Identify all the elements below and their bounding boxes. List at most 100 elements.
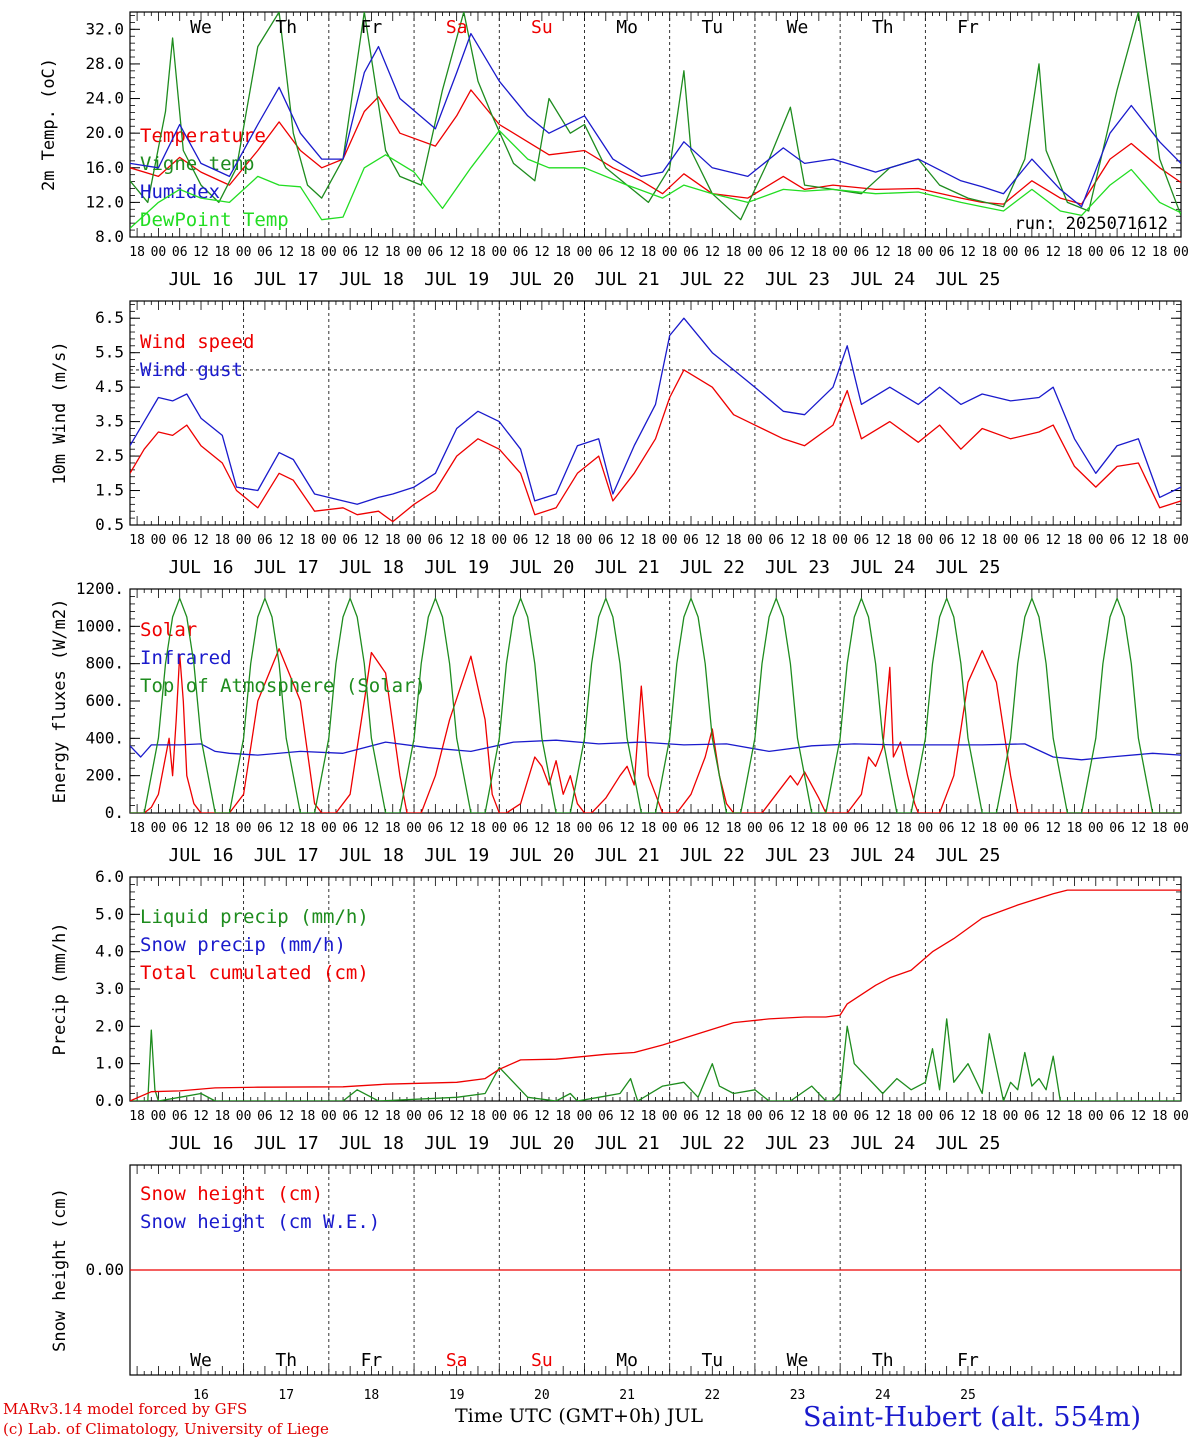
hour-tick-label: 18 <box>1152 821 1168 836</box>
hour-tick-label: 18 <box>641 245 657 260</box>
hour-tick-label: 06 <box>428 821 444 836</box>
hour-tick-label: 18 <box>896 533 912 548</box>
hour-tick-label: 06 <box>257 533 273 548</box>
hour-tick-label: 18 <box>1067 1109 1083 1124</box>
hour-tick-label: 12 <box>875 245 891 260</box>
hour-tick-label: 06 <box>768 533 784 548</box>
hour-tick-label: 06 <box>342 533 358 548</box>
hour-tick-label: 06 <box>683 821 699 836</box>
date-label: JUL 16 <box>168 845 233 866</box>
y-axis-label: Precip (mm/h) <box>50 922 70 1055</box>
date-label: JUL 16 <box>168 557 233 578</box>
hour-tick-label: 00 <box>747 821 763 836</box>
y-axis-label: Snow height (cm) <box>50 1188 70 1352</box>
hour-tick-label: 18 <box>896 821 912 836</box>
hour-tick-label: 18 <box>811 821 827 836</box>
hour-tick-label: 12 <box>619 821 635 836</box>
hour-tick-label: 06 <box>598 245 614 260</box>
run-annotation: run: 2025071612 <box>1014 214 1168 234</box>
hour-tick-label: 12 <box>619 1109 635 1124</box>
hour-tick-label: 18 <box>470 821 486 836</box>
hour-tick-label: 12 <box>704 1109 720 1124</box>
legend-entry: Snow height (cm) <box>140 1183 323 1205</box>
hour-tick-label: 00 <box>491 821 507 836</box>
y-tick-label: 3.5 <box>95 412 124 431</box>
y-tick-label: 1.5 <box>95 481 124 500</box>
hour-tick-label: 00 <box>1088 245 1104 260</box>
hour-tick-label: 00 <box>918 245 934 260</box>
hour-tick-label: 18 <box>385 533 401 548</box>
hour-tick-label: 18 <box>470 1109 486 1124</box>
hour-tick-label: 00 <box>1003 245 1019 260</box>
y-tick-label: 20.0 <box>85 123 124 142</box>
panel-2: 0.5 1.5 2.5 3.5 4.5 5.5 6.5 10m Wind (m/s) Wind … <box>50 300 1189 578</box>
weekday-label: Tu <box>701 17 723 38</box>
date-label: JUL 17 <box>254 1133 319 1154</box>
hour-tick-label: 06 <box>513 1109 529 1124</box>
day-number-label: 17 <box>278 1388 294 1400</box>
hour-tick-label: 12 <box>875 533 891 548</box>
legend-entry: Liquid precip (mm/h) <box>140 906 369 928</box>
hour-tick-label: 12 <box>1045 245 1061 260</box>
hour-tick-label: 18 <box>300 533 316 548</box>
weekday-label: Sa <box>446 1350 468 1371</box>
hour-tick-label: 12 <box>193 821 209 836</box>
hour-tick-label: 06 <box>513 245 529 260</box>
date-label: JUL 18 <box>339 269 404 290</box>
date-label: JUL 19 <box>424 269 489 290</box>
panel-frame <box>129 300 1182 526</box>
legend-entry: Top of Atmosphere (Solar) <box>140 675 426 697</box>
hour-tick-label: 00 <box>491 533 507 548</box>
hour-tick-label: 12 <box>364 245 380 260</box>
hour-tick-label: 18 <box>214 533 230 548</box>
hour-labels: 18 00 06 12 18 00 06 12 18 00 06 12 18 00 06 12 18 00 06 12… <box>129 821 1189 836</box>
hour-tick-label: 18 <box>1152 1109 1168 1124</box>
date-label: JUL 24 <box>850 269 915 290</box>
series-total-cumulated-cm- <box>130 889 1181 1101</box>
weekday-label: Fr <box>957 17 979 38</box>
hour-tick-label: 06 <box>1109 245 1125 260</box>
hour-tick-label: 00 <box>321 533 337 548</box>
y-axis-label: Energy fluxes (W/m2) <box>50 599 70 804</box>
hour-tick-label: 06 <box>683 245 699 260</box>
legend-entry: Solar <box>140 619 197 641</box>
date-label: JUL 20 <box>509 557 574 578</box>
hour-tick-label: 06 <box>598 1109 614 1124</box>
day-number-label: 22 <box>704 1388 720 1400</box>
hour-tick-label: 18 <box>1067 533 1083 548</box>
hour-tick-label: 00 <box>151 821 167 836</box>
hour-tick-label: 06 <box>1109 821 1125 836</box>
y-tick-label: 1000. <box>76 616 124 635</box>
y-tick-label: 12.0 <box>85 192 124 211</box>
hour-tick-label: 12 <box>790 821 806 836</box>
hour-tick-label: 00 <box>832 533 848 548</box>
panel-4: 0.0 1.0 2.0 3.0 4.0 5.0 6.0 Precip (mm/h) Liquid… <box>50 867 1189 1154</box>
y-tick-label: 200. <box>85 766 124 785</box>
series-vigne-temp <box>130 12 1181 221</box>
hour-tick-label: 06 <box>683 533 699 548</box>
hour-tick-label: 00 <box>236 533 252 548</box>
date-label: JUL 24 <box>850 1133 915 1154</box>
y-tick-label: 400. <box>85 728 124 747</box>
hour-ticks <box>129 12 1182 237</box>
hour-tick-label: 00 <box>406 533 422 548</box>
hour-tick-label: 06 <box>172 533 188 548</box>
hour-tick-label: 12 <box>278 1109 294 1124</box>
hour-ticks <box>129 877 1182 1101</box>
hour-tick-label: 00 <box>321 245 337 260</box>
hour-tick-label: 12 <box>1045 821 1061 836</box>
meteogram: 8.0 12.0 16.0 20.0 24.0 28.0 32.0 2m Temp. (oC)… <box>39 11 1189 1400</box>
hour-tick-label: 06 <box>1024 1109 1040 1124</box>
hour-tick-label: 18 <box>470 245 486 260</box>
day-number-label: 24 <box>875 1388 891 1400</box>
date-label: JUL 19 <box>424 1133 489 1154</box>
hour-tick-label: 12 <box>875 821 891 836</box>
hour-tick-label: 06 <box>1024 533 1040 548</box>
date-label: JUL 16 <box>168 269 233 290</box>
hour-tick-label: 12 <box>704 533 720 548</box>
y-tick-label: 1.0 <box>95 1054 124 1073</box>
hour-tick-label: 12 <box>278 821 294 836</box>
hour-tick-label: 12 <box>193 1109 209 1124</box>
hour-tick-label: 06 <box>342 1109 358 1124</box>
hour-tick-label: 12 <box>193 533 209 548</box>
